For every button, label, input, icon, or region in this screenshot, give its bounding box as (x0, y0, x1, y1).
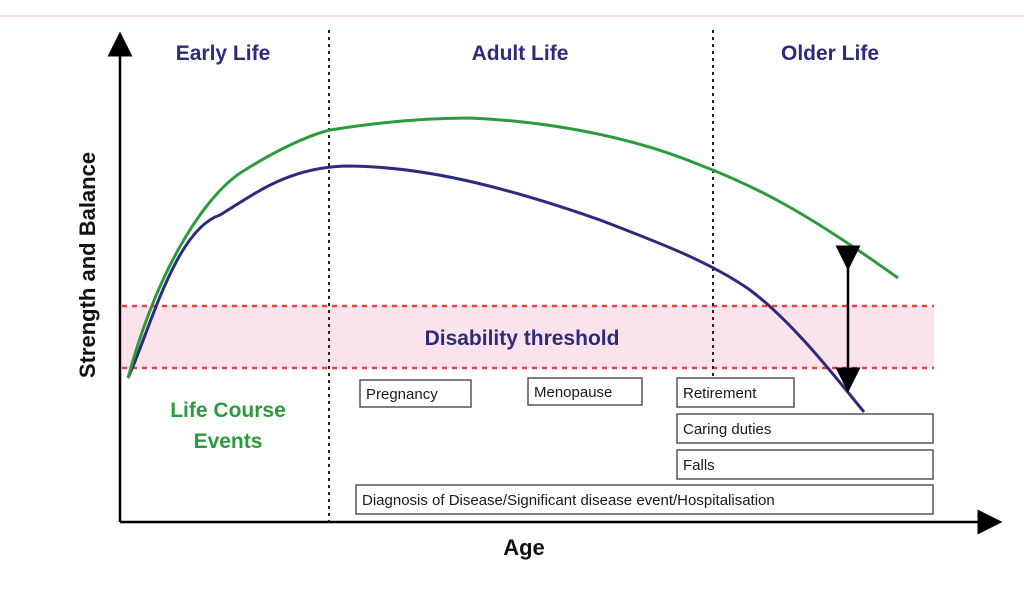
svg-text:Falls: Falls (683, 457, 715, 474)
threshold-label: Disability threshold (425, 327, 620, 350)
life-course-label-line1: Life Course (170, 399, 286, 422)
svg-text:Retirement: Retirement (683, 385, 757, 402)
event-caring-duties: Caring duties (676, 413, 934, 444)
phase-adult-life: Adult Life (472, 42, 569, 65)
green-curve (126, 116, 899, 379)
phase-older-life: Older Life (781, 42, 879, 65)
x-axis-label: Age (503, 535, 545, 560)
phase-early-life: Early Life (176, 42, 271, 65)
life-course-label-line2: Events (194, 430, 263, 453)
svg-text:Pregnancy: Pregnancy (366, 386, 438, 403)
svg-text:Diagnosis of Disease/Significa: Diagnosis of Disease/Significant disease… (362, 492, 775, 509)
event-diagnosis: Diagnosis of Disease/Significant disease… (355, 484, 934, 515)
svg-text:Caring duties: Caring duties (683, 421, 771, 438)
y-axis-label: Strength and Balance (75, 152, 100, 378)
event-menopause: Menopause (527, 377, 643, 406)
event-pregnancy: Pregnancy (359, 379, 472, 408)
blue-curve (126, 164, 866, 413)
event-falls: Falls (676, 449, 934, 480)
event-retirement: Retirement (676, 377, 795, 408)
svg-text:Menopause: Menopause (534, 384, 612, 401)
